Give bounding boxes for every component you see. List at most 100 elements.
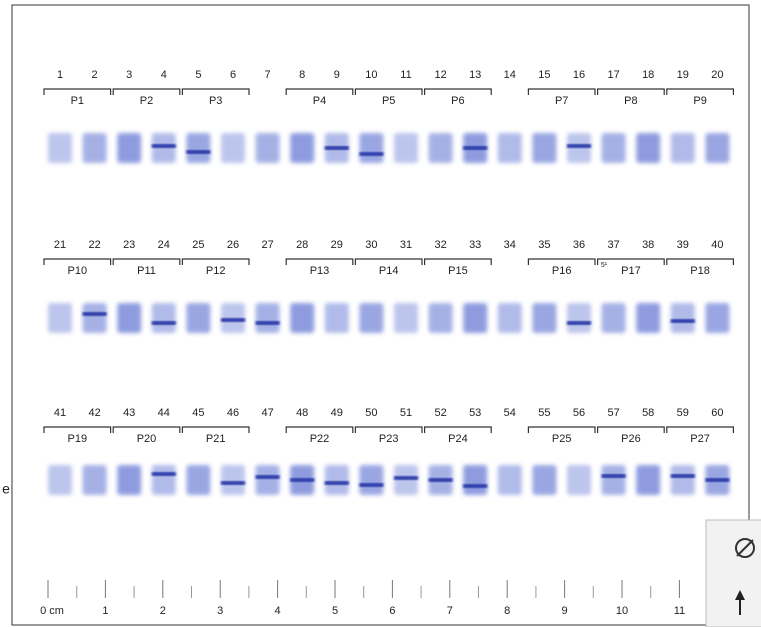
band [428, 478, 453, 482]
ruler-label: 0 cm [40, 605, 64, 617]
lane-number: 60 [711, 407, 723, 419]
lane-number: 39 [677, 239, 689, 251]
lane [151, 303, 176, 333]
lane-number: 29 [331, 239, 343, 251]
pair-label: P16 [552, 265, 572, 277]
lane-number: 24 [158, 239, 170, 251]
bracket [354, 258, 423, 265]
lane-number: 25 [192, 239, 204, 251]
lane [463, 303, 488, 333]
ruler-label: 11 [674, 605, 685, 617]
lane-number: 43 [123, 407, 135, 419]
lane [567, 303, 591, 333]
lane-number: 5 [195, 69, 201, 81]
lane-number: 19 [677, 69, 689, 81]
lane [394, 133, 418, 163]
pair-label: P22 [310, 433, 330, 445]
pair-label: P26 [621, 433, 641, 445]
lane [48, 303, 72, 333]
lane [359, 465, 384, 495]
lane-number: 33 [469, 239, 481, 251]
ruler-label: 1 [102, 605, 108, 617]
lane-number: 57 [607, 407, 619, 419]
lane [151, 465, 176, 495]
lane-number: 30 [365, 239, 377, 251]
bracket [112, 426, 181, 433]
band [290, 478, 315, 482]
ruler-label: 5 [332, 605, 338, 617]
lane [290, 303, 315, 333]
lane [48, 133, 72, 163]
lane [255, 465, 280, 495]
lane-number: 50 [365, 407, 377, 419]
ruler-label: 8 [504, 605, 510, 617]
band [221, 318, 245, 322]
band [463, 146, 488, 150]
pair-label: P25 [552, 433, 572, 445]
lane-number: 10 [365, 69, 377, 81]
band [463, 484, 488, 488]
band [705, 478, 730, 482]
lane-number: 17 [607, 69, 619, 81]
lane-number: 49 [331, 407, 343, 419]
lane [532, 465, 557, 495]
lane [601, 133, 626, 163]
icon-panel [705, 519, 761, 627]
pair-label: P11 [137, 265, 156, 277]
lane [82, 133, 107, 163]
pair-label: P24 [448, 433, 468, 445]
lane-number: 56 [573, 407, 585, 419]
bracket [354, 426, 423, 433]
lane-number: 31 [400, 239, 412, 251]
lane-number: 41 [54, 407, 66, 419]
pair-label: P21 [206, 433, 226, 445]
lane-number: 32 [434, 239, 446, 251]
lane-number: 26 [227, 239, 239, 251]
lane-number: 54 [504, 407, 516, 419]
band [670, 319, 695, 323]
bracket [424, 258, 492, 265]
ruler-label: 3 [217, 605, 223, 617]
lane-number: 48 [296, 407, 308, 419]
band [324, 481, 349, 485]
lane-number: 16 [573, 69, 585, 81]
band [151, 472, 176, 476]
lane [324, 465, 349, 495]
frame [11, 4, 750, 626]
pair-label: P20 [137, 433, 157, 445]
bracket [285, 258, 354, 265]
lane-number: 11 [400, 69, 411, 81]
lane [359, 303, 384, 333]
lane-number: 23 [123, 239, 135, 251]
bracket [424, 426, 492, 433]
lane [324, 303, 349, 333]
lane-number: 20 [711, 69, 723, 81]
lane-number: 2 [92, 69, 98, 81]
ruler-label: 10 [616, 605, 628, 617]
lane-number: 40 [711, 239, 723, 251]
bracket [527, 88, 596, 95]
bracket [597, 426, 665, 433]
pair-label: P18 [690, 265, 710, 277]
pair-label: P23 [379, 433, 399, 445]
lane-number: 13 [469, 69, 481, 81]
lane-number: 8 [299, 69, 305, 81]
band [359, 483, 384, 487]
lane [255, 133, 280, 163]
pair-label: P5 [382, 95, 395, 107]
pair-label: P9 [693, 95, 706, 107]
lane [82, 303, 107, 333]
lane [186, 303, 211, 333]
band [151, 321, 176, 325]
lane [359, 133, 384, 163]
bracket [424, 88, 492, 95]
band [324, 146, 349, 150]
pair-label: P17 [621, 265, 641, 277]
lane-number: 35 [538, 239, 550, 251]
pair-label: P15 [448, 265, 468, 277]
pair-label: P14 [379, 265, 399, 277]
lane [532, 133, 557, 163]
lane-number: 3 [126, 69, 132, 81]
lane-number: 4 [161, 69, 167, 81]
ruler-label: 4 [275, 605, 281, 617]
